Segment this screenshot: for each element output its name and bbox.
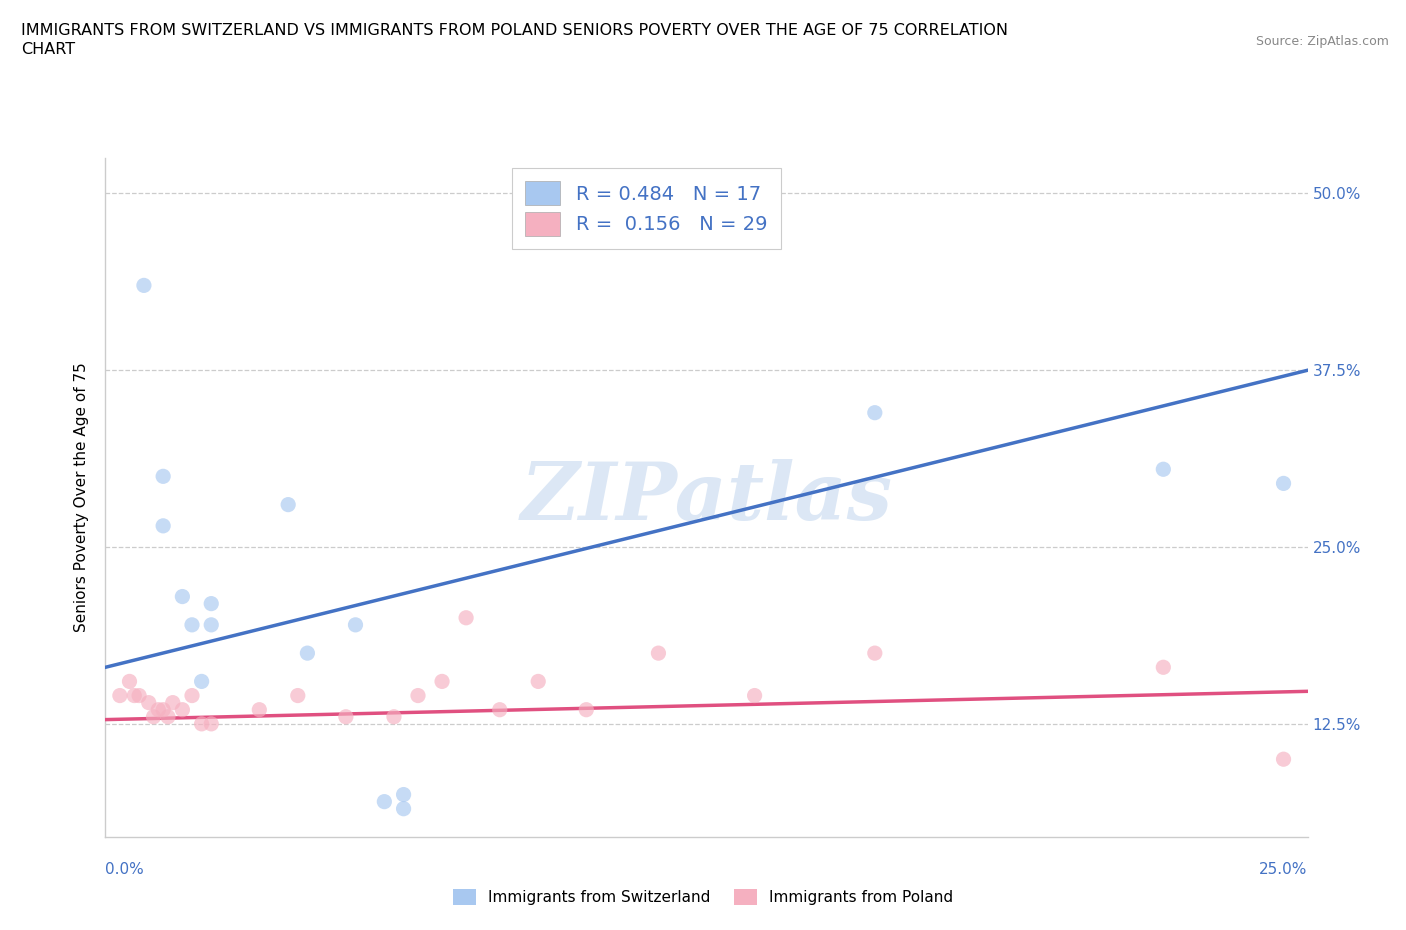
Point	[128, 688, 150, 703]
Point	[181, 688, 204, 703]
Text: CHART: CHART	[21, 42, 75, 57]
Point	[181, 618, 204, 632]
Point	[200, 596, 222, 611]
Point	[124, 688, 146, 703]
Point	[200, 618, 222, 632]
Text: 0.0%: 0.0%	[105, 862, 145, 877]
Y-axis label: Seniors Poverty Over the Age of 75: Seniors Poverty Over the Age of 75	[75, 363, 90, 632]
Point	[108, 688, 131, 703]
Point	[172, 589, 194, 604]
Point	[1152, 660, 1174, 675]
Point	[247, 702, 270, 717]
Point	[527, 674, 550, 689]
Point	[392, 802, 415, 817]
Point	[148, 702, 170, 717]
Point	[138, 696, 160, 711]
Text: Source: ZipAtlas.com: Source: ZipAtlas.com	[1256, 35, 1389, 48]
Point	[863, 645, 886, 660]
Point	[335, 710, 357, 724]
Point	[575, 702, 598, 717]
Point	[744, 688, 766, 703]
Point	[162, 696, 184, 711]
Point	[152, 702, 174, 717]
Point	[156, 710, 179, 724]
Point	[190, 674, 212, 689]
Point	[297, 645, 319, 660]
Point	[1272, 751, 1295, 766]
Point	[142, 710, 165, 724]
Point	[344, 618, 367, 632]
Point	[287, 688, 309, 703]
Point	[488, 702, 510, 717]
Point	[132, 278, 155, 293]
Point	[1152, 462, 1174, 477]
Point	[863, 405, 886, 420]
Point	[190, 716, 212, 731]
Point	[152, 469, 174, 484]
Point	[373, 794, 395, 809]
Point	[277, 498, 299, 512]
Point	[647, 645, 669, 660]
Point	[406, 688, 429, 703]
Legend: Immigrants from Switzerland, Immigrants from Poland: Immigrants from Switzerland, Immigrants …	[446, 882, 960, 913]
Text: 25.0%: 25.0%	[1260, 862, 1308, 877]
Point	[392, 787, 415, 802]
Text: ZIPatlas: ZIPatlas	[520, 458, 893, 537]
Point	[382, 710, 405, 724]
Point	[152, 518, 174, 533]
Point	[454, 610, 477, 625]
Legend: R = 0.484   N = 17, R =  0.156   N = 29: R = 0.484 N = 17, R = 0.156 N = 29	[512, 167, 782, 249]
Text: IMMIGRANTS FROM SWITZERLAND VS IMMIGRANTS FROM POLAND SENIORS POVERTY OVER THE A: IMMIGRANTS FROM SWITZERLAND VS IMMIGRANT…	[21, 23, 1008, 38]
Point	[172, 702, 194, 717]
Point	[118, 674, 141, 689]
Point	[430, 674, 453, 689]
Point	[1272, 476, 1295, 491]
Point	[200, 716, 222, 731]
